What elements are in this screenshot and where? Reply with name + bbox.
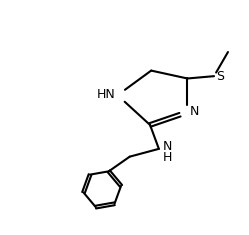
Text: S: S (216, 70, 224, 83)
Text: HN: HN (97, 88, 116, 101)
Text: N: N (162, 140, 172, 153)
Text: N: N (190, 105, 199, 118)
Text: H: H (162, 151, 172, 164)
